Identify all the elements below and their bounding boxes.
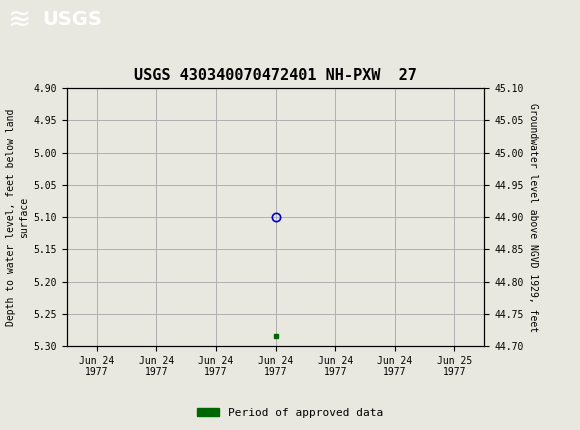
- Title: USGS 430340070472401 NH-PXW  27: USGS 430340070472401 NH-PXW 27: [134, 68, 417, 83]
- Text: ≋: ≋: [7, 6, 30, 34]
- Y-axis label: Depth to water level, feet below land
surface: Depth to water level, feet below land su…: [6, 108, 30, 326]
- Y-axis label: Groundwater level above NGVD 1929, feet: Groundwater level above NGVD 1929, feet: [528, 103, 538, 332]
- Legend: Period of approved data: Period of approved data: [193, 403, 387, 422]
- Text: USGS: USGS: [42, 10, 102, 29]
